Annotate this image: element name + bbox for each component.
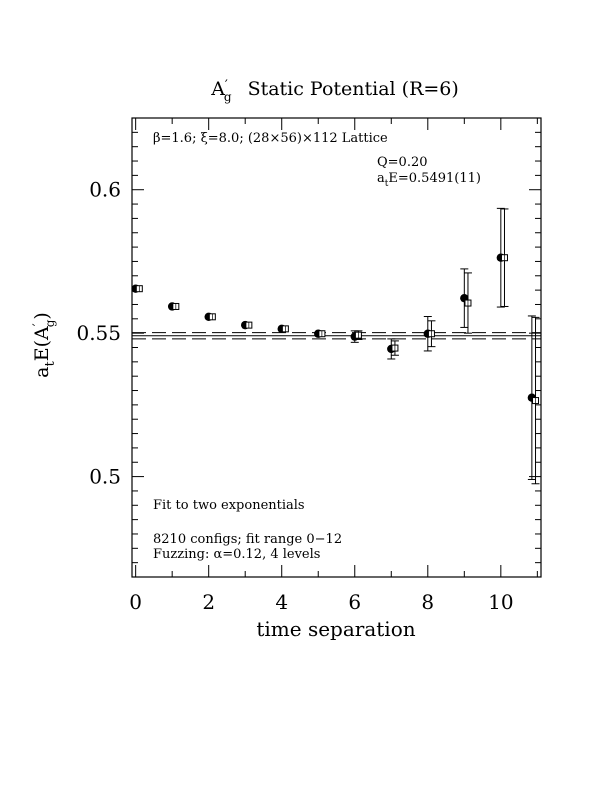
y-tick-label: 0.55 bbox=[76, 321, 121, 345]
energy-a: a bbox=[377, 171, 385, 186]
x-tick-label: 4 bbox=[275, 590, 288, 614]
annotation-fuzzing: Fuzzing: α=0.12, 4 levels bbox=[153, 547, 320, 562]
x-tick-label: 2 bbox=[202, 590, 215, 614]
ylabel-a: a bbox=[31, 366, 53, 377]
x-tick-label: 10 bbox=[488, 590, 513, 614]
x-tick-label: 8 bbox=[421, 590, 434, 614]
x-tick-labels: 0 2 4 6 8 10 bbox=[129, 590, 513, 614]
x-tick-label: 0 bbox=[129, 590, 142, 614]
title-prime: ′ bbox=[225, 78, 228, 93]
ylabel-g-sub: g bbox=[43, 319, 57, 327]
ylabel-a-sub: t bbox=[43, 360, 58, 366]
energy-rest: E=0.5491(11) bbox=[388, 171, 481, 186]
fit-band bbox=[132, 332, 541, 340]
annotation-q: Q=0.20 bbox=[377, 155, 428, 170]
x-tick-label: 6 bbox=[348, 590, 361, 614]
chart-title: A′ g Static Potential (R=6) bbox=[210, 78, 459, 104]
error-bars bbox=[350, 207, 540, 485]
x-axis-label: time separation bbox=[256, 617, 415, 641]
y-axis-label: atE(A′g) bbox=[31, 312, 58, 378]
ylabel-prime: ′ bbox=[31, 323, 46, 326]
ylabel-close: ) bbox=[31, 312, 53, 319]
y-tick-label: 0.6 bbox=[89, 178, 121, 202]
ylabel-mid: E(A bbox=[31, 326, 53, 361]
y-tick-labels: 0.5 0.55 0.6 bbox=[76, 178, 121, 489]
annotation-configs: 8210 configs; fit range 0−12 bbox=[153, 532, 342, 547]
y-tick-label: 0.5 bbox=[89, 465, 121, 489]
energy-sub: t bbox=[385, 179, 389, 189]
annotation-lattice: β=1.6; ξ=8.0; (28×56)×112 Lattice bbox=[153, 131, 388, 146]
annotation-energy: atE=0.5491(11) bbox=[377, 171, 481, 189]
title-letter: A bbox=[210, 78, 225, 100]
annotation-fit: Fit to two exponentials bbox=[153, 498, 305, 513]
title-subscript: g bbox=[224, 90, 232, 104]
data-markers bbox=[131, 253, 540, 405]
title-text: Static Potential (R=6) bbox=[248, 78, 459, 100]
